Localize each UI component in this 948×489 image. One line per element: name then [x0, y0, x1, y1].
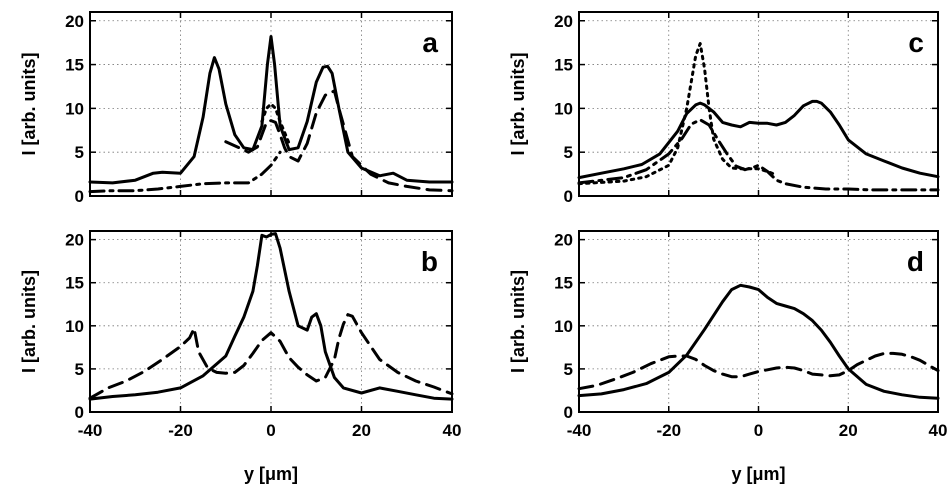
x-tick-label: -20: [168, 421, 193, 440]
y-tick-label: 5: [75, 360, 84, 379]
series-line-dashed: [224, 89, 454, 193]
series-line-dashed: [577, 351, 940, 391]
series-line-dashdot: [577, 118, 940, 192]
x-axis-label: y [μm]: [244, 464, 298, 484]
y-tick-label: 0: [564, 187, 573, 206]
x-tick-label: 0: [754, 421, 763, 440]
x-tick-label: 20: [839, 421, 858, 440]
y-axis-label: I [arb. units]: [508, 53, 528, 156]
series-line-solid: [88, 232, 454, 401]
x-tick-label: -20: [656, 421, 681, 440]
series-line-dashed: [88, 313, 454, 400]
x-tick-label: 0: [266, 421, 275, 440]
series-line-solid: [577, 283, 940, 400]
x-tick-label: -40: [78, 421, 103, 440]
x-tick-label: 40: [929, 421, 948, 440]
y-tick-label: 10: [65, 99, 84, 118]
y-tick-label: 10: [554, 99, 573, 118]
y-tick-label: 15: [554, 56, 573, 75]
x-tick-label: -40: [567, 421, 592, 440]
y-tick-label: 15: [65, 56, 84, 75]
panel-d: 0 5 10 15 20 -40 -20 0 20 40 I [arb. units] y [μm] d: [508, 230, 948, 484]
series-line-dotted: [260, 102, 291, 145]
y-axis-label: I [arb. units]: [19, 270, 39, 373]
panel-label: a: [422, 27, 438, 58]
series-line-dashdot: [88, 150, 282, 194]
y-tick-label: 20: [554, 231, 573, 250]
y-tick-label: 20: [554, 12, 573, 31]
y-tick-label: 20: [65, 231, 84, 250]
y-tick-label: 20: [65, 12, 84, 31]
y-tick-label: 0: [75, 403, 84, 422]
y-tick-label: 0: [564, 403, 573, 422]
y-tick-label: 10: [554, 317, 573, 336]
y-tick-label: 5: [564, 360, 573, 379]
panel-c: 0 5 10 15 20 I [arb. units] c: [508, 11, 940, 206]
y-tick-label: 5: [564, 143, 573, 162]
x-tick-label: 20: [352, 421, 371, 440]
y-tick-label: 5: [75, 143, 84, 162]
panel-b: 0 5 10 15 20 -40 -20 0 20 40 I [arb. units] y [μm] b: [19, 230, 462, 484]
x-tick-label: 40: [443, 421, 462, 440]
y-tick-label: 0: [75, 187, 84, 206]
y-tick-label: 15: [65, 274, 84, 293]
y-axis-label: I [arb. units]: [508, 270, 528, 373]
panel-a: 0 5 10 15 20 I [arb. units] a: [19, 11, 454, 206]
series-line-solid: [577, 99, 940, 180]
y-tick-label: 10: [65, 317, 84, 336]
y-tick-label: 15: [554, 274, 573, 293]
y-axis-label: I [arb. units]: [19, 53, 39, 156]
panel-label: d: [907, 246, 924, 277]
x-axis-label: y [μm]: [731, 464, 785, 484]
panel-label: c: [908, 27, 924, 58]
panel-label: b: [421, 246, 438, 277]
